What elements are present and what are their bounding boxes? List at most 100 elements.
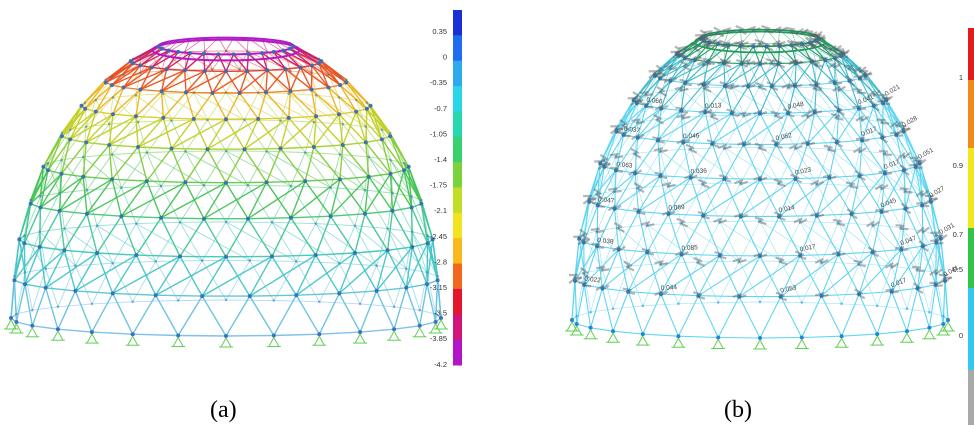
joint-node (800, 30, 804, 34)
back-member (171, 92, 195, 121)
dome-b-stress-ratio-plot: 0.0410.0170.0530.0440.0220.0310.0470.017… (565, 24, 960, 350)
back-member (177, 260, 203, 301)
joint-node (379, 137, 384, 142)
member (814, 111, 838, 143)
joint-node (210, 91, 215, 95)
member-label-clutter (901, 126, 911, 135)
joint-node (211, 68, 214, 71)
member (112, 293, 134, 335)
member-label-clutter (718, 174, 729, 179)
joint-node (837, 88, 841, 91)
member (583, 249, 620, 286)
back-member (858, 91, 874, 95)
member-label-clutter (813, 64, 824, 68)
member-label-clutter (899, 248, 909, 252)
member (799, 215, 818, 256)
member (703, 215, 741, 217)
member-label-clutter (694, 34, 704, 43)
member-label-clutter (902, 207, 912, 215)
member (747, 63, 779, 87)
joint-node (294, 293, 299, 298)
back-member (731, 86, 745, 116)
joint-node (805, 141, 810, 146)
back-member (273, 300, 320, 303)
joint-node (659, 90, 663, 93)
member-label-clutter (777, 27, 787, 33)
member (930, 201, 937, 243)
joint-node (364, 125, 368, 128)
joint-node (411, 230, 414, 234)
legend-color-segment (453, 136, 462, 163)
joint-node (899, 247, 904, 252)
member (405, 242, 429, 289)
joint-node (310, 55, 314, 58)
member-label-clutter (852, 104, 862, 109)
member (858, 108, 863, 141)
member-label-clutter (609, 127, 619, 135)
member (864, 75, 884, 104)
member (305, 178, 340, 182)
member (858, 251, 874, 295)
joint-node (206, 118, 209, 122)
member (583, 242, 585, 285)
joint-node (875, 304, 879, 308)
back-member (381, 129, 405, 164)
joint-node (946, 318, 950, 322)
member-label-clutter (881, 96, 891, 100)
member (766, 46, 779, 64)
member-label-clutter (703, 108, 713, 115)
joint-node (59, 171, 64, 176)
joint-node (703, 110, 708, 115)
member (816, 175, 860, 217)
member (75, 254, 137, 292)
member-label-clutter (880, 121, 890, 125)
joint-node (798, 253, 803, 258)
member-label-clutter (786, 39, 796, 46)
joint-node (658, 76, 663, 81)
member (775, 112, 789, 145)
joint-node (164, 67, 169, 72)
back-member (881, 187, 902, 228)
member (583, 201, 590, 243)
member (919, 163, 923, 206)
joint-node (434, 312, 437, 316)
member-label-clutter (738, 213, 749, 220)
member-label-clutter (739, 41, 749, 47)
member (61, 173, 84, 178)
member (239, 92, 259, 120)
member-label-clutter (934, 268, 943, 276)
member-label-clutter (628, 168, 638, 176)
back-member (834, 66, 840, 90)
member (684, 59, 696, 84)
member-label-clutter (934, 242, 944, 245)
member (69, 138, 87, 144)
joint-node (872, 92, 876, 96)
legend-color-segment (968, 28, 974, 80)
member (615, 134, 625, 171)
member-label-clutter (596, 265, 606, 270)
back-member (24, 231, 41, 273)
member (574, 245, 598, 282)
member (112, 113, 136, 117)
back-member (244, 92, 259, 121)
caption-b: (b) (724, 397, 752, 423)
joint-node (314, 222, 318, 225)
member-label-clutter (741, 112, 752, 118)
member (95, 110, 114, 115)
member-label-clutter (788, 59, 798, 66)
member (163, 117, 194, 120)
back-member (681, 221, 720, 224)
member-label-clutter (810, 211, 820, 217)
joint-node (813, 38, 818, 43)
member (30, 173, 62, 205)
back-member (678, 302, 719, 305)
member-label-clutter (812, 110, 823, 115)
joint-node (201, 51, 206, 56)
joint-node (633, 171, 638, 176)
back-member (859, 150, 882, 188)
back-member (859, 119, 863, 151)
member-label-clutter (806, 56, 816, 63)
joint-node (722, 43, 726, 46)
member (703, 61, 709, 85)
dome-a-deformation-plot (4, 36, 448, 348)
